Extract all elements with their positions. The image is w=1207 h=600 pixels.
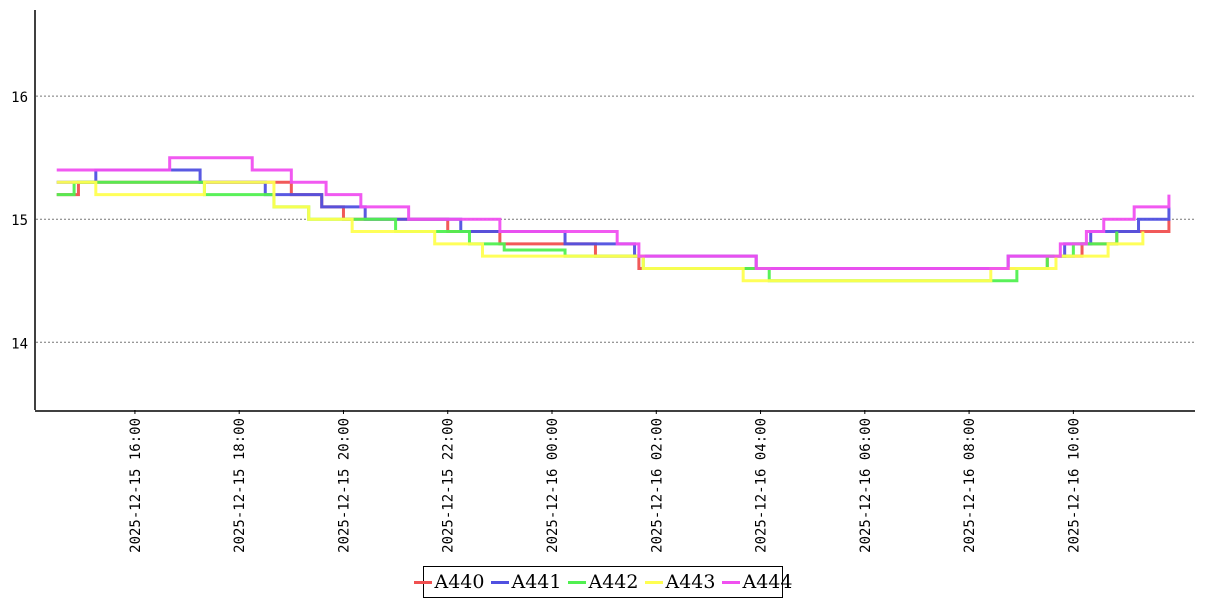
legend-item-a441: A441 (490, 571, 562, 593)
x-tick-label: 2025-12-16 00:00 (545, 418, 561, 553)
x-tick-label: 2025-12-15 20:00 (336, 418, 352, 553)
legend-label: A444 (742, 571, 793, 593)
series-lines (56, 156, 1171, 283)
legend-label: A440 (434, 571, 485, 593)
x-tick-label: 2025-12-16 04:00 (754, 418, 770, 553)
series-line-a444 (56, 156, 1171, 270)
y-tick-label: 15 (11, 213, 28, 229)
x-tick-label: 2025-12-16 06:00 (858, 418, 874, 553)
legend-item-a444: A444 (721, 571, 793, 593)
legend-swatch (721, 580, 740, 584)
legend-label: A443 (665, 571, 716, 593)
legend-swatch (567, 580, 586, 584)
y-tick-labels: 14 15 16 (11, 90, 28, 352)
legend-item-a443: A443 (644, 571, 716, 593)
legend-item-a442: A442 (567, 571, 639, 593)
x-tick-label: 2025-12-15 18:00 (232, 418, 248, 553)
x-tick-label: 2025-12-15 22:00 (441, 418, 457, 553)
legend-label: A441 (511, 571, 562, 593)
legend-label: A442 (588, 571, 639, 593)
legend-swatch (644, 580, 663, 584)
chart-legend: A440 A441 A442 A443 A444 (413, 566, 793, 598)
x-tick-label: 2025-12-16 02:00 (649, 418, 665, 553)
axes (34, 10, 1195, 412)
y-tick-label: 16 (11, 90, 28, 106)
series-line-a442 (56, 180, 1119, 283)
legend-swatch (413, 580, 432, 584)
y-tick-label: 14 (11, 336, 28, 352)
x-tick-label: 2025-12-15 16:00 (128, 418, 144, 553)
x-tick-labels: 2025-12-15 16:00 2025-12-15 18:00 2025-12-… (128, 410, 1082, 553)
series-line-a443 (56, 180, 1145, 283)
legend-item-a440: A440 (413, 571, 485, 593)
grid-lines (36, 95, 1195, 343)
x-tick-label: 2025-12-16 08:00 (962, 418, 978, 553)
x-tick-label: 2025-12-16 10:00 (1066, 418, 1082, 553)
legend-swatch (490, 580, 509, 584)
